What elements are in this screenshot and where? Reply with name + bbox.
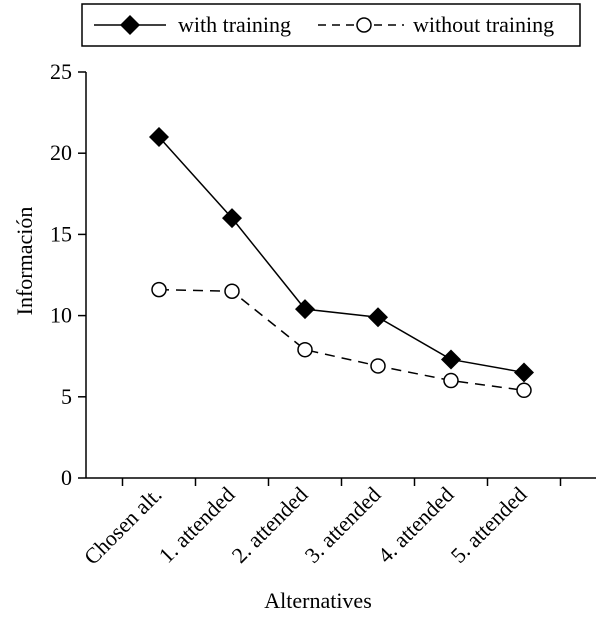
y-tick-label: 15 bbox=[50, 221, 72, 246]
y-ticks: 0 5 10 15 20 25 bbox=[50, 59, 86, 490]
x-axis-label: Alternatives bbox=[264, 588, 372, 613]
data-point-with-training bbox=[295, 299, 315, 320]
data-point-without-training bbox=[151, 281, 167, 298]
x-tick-label: 4. attended bbox=[373, 482, 459, 568]
series-line-with-training bbox=[158, 136, 525, 374]
x-tick-label: Chosen alt. bbox=[79, 482, 167, 570]
legend-label-with-training: with training bbox=[178, 12, 291, 37]
data-point-without-training bbox=[224, 283, 240, 299]
y-tick-label: 0 bbox=[61, 465, 72, 490]
data-point-with-training bbox=[149, 126, 169, 147]
data-point-with-training bbox=[368, 307, 388, 328]
x-tick-label: 5. attended bbox=[446, 482, 532, 568]
data-point-without-training bbox=[297, 341, 313, 358]
data-point-without-training bbox=[516, 382, 532, 399]
data-point-with-training bbox=[514, 362, 534, 383]
x-tick-label: 2. attended bbox=[227, 482, 313, 568]
x-tick-label: 3. attended bbox=[300, 482, 386, 568]
y-axis-label: Información bbox=[12, 207, 37, 316]
series-line-without-training bbox=[158, 288, 525, 392]
legend-marker-without-training bbox=[356, 17, 372, 33]
y-tick-label: 25 bbox=[50, 59, 72, 84]
y-tick-label: 5 bbox=[61, 384, 72, 409]
data-point-without-training bbox=[370, 358, 386, 374]
legend: with training without training bbox=[81, 3, 581, 47]
y-tick-label: 20 bbox=[50, 140, 72, 165]
legend-marker-with-training bbox=[120, 15, 140, 35]
x-tick-label: 1. attended bbox=[154, 482, 240, 568]
y-tick-label: 10 bbox=[50, 303, 72, 328]
series-lines bbox=[158, 136, 525, 392]
data-point-with-training bbox=[222, 208, 242, 229]
data-point-with-training bbox=[441, 349, 461, 370]
series-markers bbox=[149, 126, 534, 399]
data-point-without-training bbox=[443, 372, 459, 389]
legend-label-without-training: without training bbox=[413, 12, 554, 37]
